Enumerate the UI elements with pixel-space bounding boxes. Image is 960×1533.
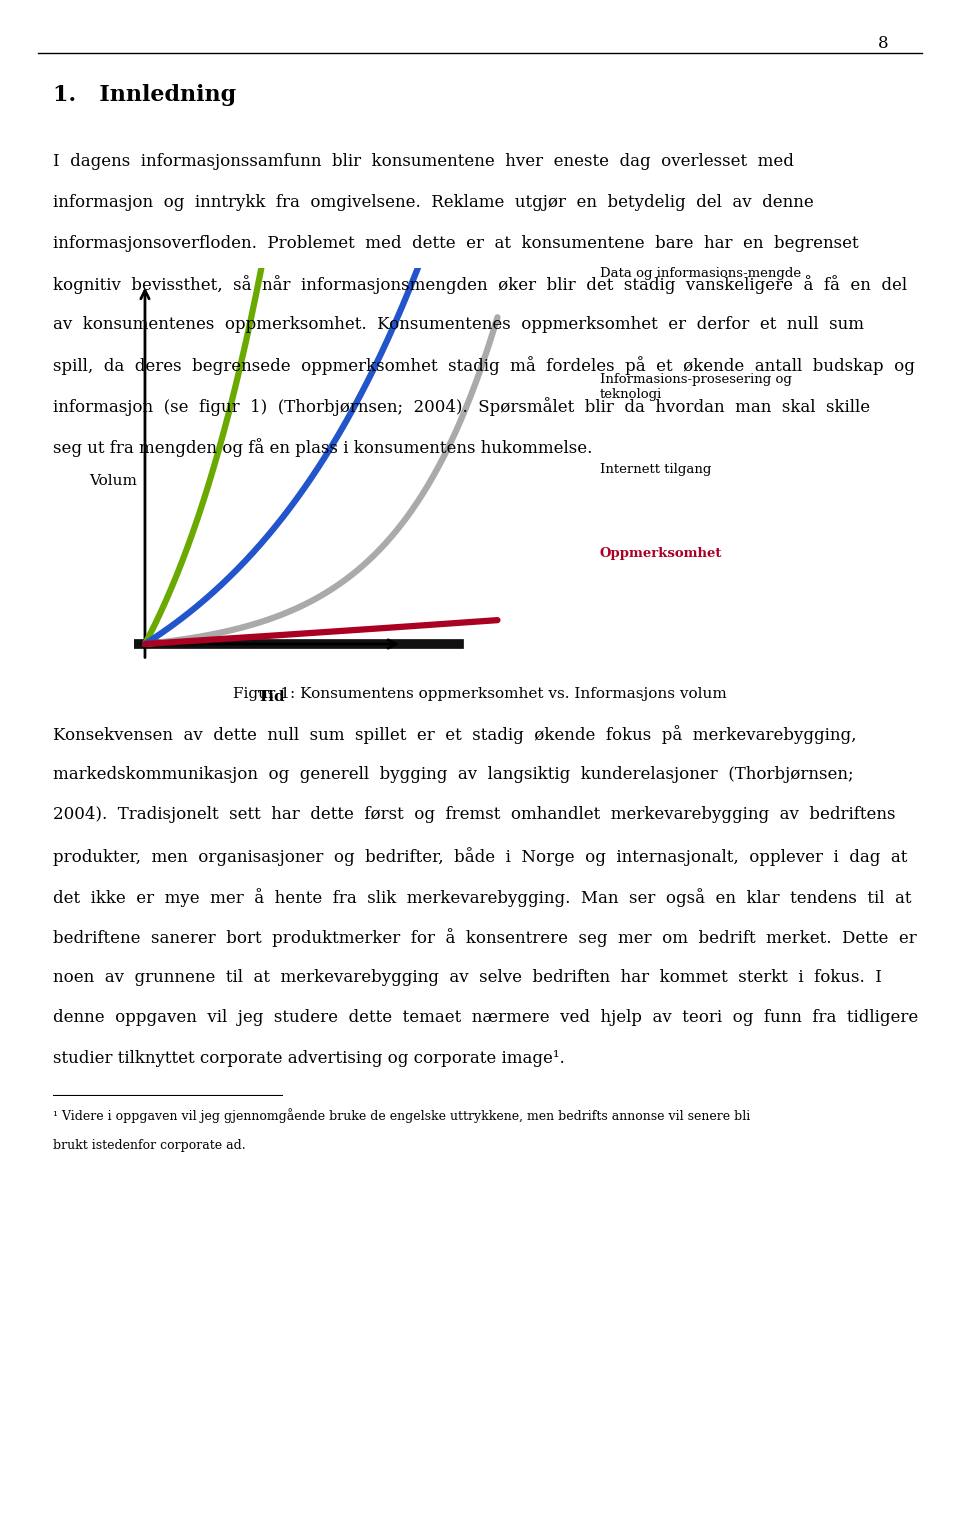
Text: ¹ Videre i oppgaven vil jeg gjennomgående bruke de engelske uttrykkene, men bedr: ¹ Videre i oppgaven vil jeg gjennomgåend… [53,1108,750,1124]
Text: markedskommunikasjon  og  generell  bygging  av  langsiktig  kunderelasjoner  (T: markedskommunikasjon og generell bygging… [53,765,853,783]
Text: I  dagens  informasjonssamfunn  blir  konsumentene  hver  eneste  dag  overlesse: I dagens informasjonssamfunn blir konsum… [53,153,794,170]
Text: informasjonsoverfloden.  Problemet  med  dette  er  at  konsumentene  bare  har : informasjonsoverfloden. Problemet med de… [53,235,858,251]
Text: seg ut fra mengden og få en plass i konsumentens hukommelse.: seg ut fra mengden og få en plass i kons… [53,438,592,457]
Text: Figur 1: Konsumentens oppmerksomhet vs. Informasjons volum: Figur 1: Konsumentens oppmerksomhet vs. … [233,687,727,701]
Text: brukt istedenfor corporate ad.: brukt istedenfor corporate ad. [53,1139,246,1151]
Text: 1.   Innledning: 1. Innledning [53,84,236,106]
Text: spill,  da  deres  begrensede  oppmerksomhet  stadig  må  fordeles  på  et  øken: spill, da deres begrensede oppmerksomhet… [53,356,915,376]
Text: det  ikke  er  mye  mer  å  hente  fra  slik  merkevarebygging.  Man  ser  også : det ikke er mye mer å hente fra slik mer… [53,888,911,906]
Text: Oppmerksomhet: Oppmerksomhet [600,547,722,560]
Text: studier tilknyttet corporate advertising og corporate image¹.: studier tilknyttet corporate advertising… [53,1050,564,1067]
Text: 2004).  Tradisjonelt  sett  har  dette  først  og  fremst  omhandlet  merkevareb: 2004). Tradisjonelt sett har dette først… [53,806,896,823]
Text: informasjon  (se  figur  1)  (Thorbjørnsen;  2004).  Spørsmålet  blir  da  hvord: informasjon (se figur 1) (Thorbjørnsen; … [53,397,870,415]
Text: bedriftene  sanerer  bort  produktmerker  for  å  konsentrere  seg  mer  om  bed: bedriftene sanerer bort produktmerker fo… [53,929,917,947]
Text: kognitiv  bevissthet,  så  når  informasjonsmengden  øker  blir  det  stadig  va: kognitiv bevissthet, så når informasjons… [53,276,907,294]
Text: denne  oppgaven  vil  jeg  studere  dette  temaet  nærmere  ved  hjelp  av  teor: denne oppgaven vil jeg studere dette tem… [53,1010,918,1027]
Text: Tid: Tid [258,690,286,704]
Text: informasjon  og  inntrykk  fra  omgivelsene.  Reklame  utgjør  en  betydelig  de: informasjon og inntrykk fra omgivelsene.… [53,193,813,212]
Text: noen  av  grunnene  til  at  merkevarebygging  av  selve  bedriften  har  kommet: noen av grunnene til at merkevarebygging… [53,969,881,986]
Text: 8: 8 [877,35,889,52]
Text: Konsekvensen  av  dette  null  sum  spillet  er  et  stadig  økende  fokus  på  : Konsekvensen av dette null sum spillet e… [53,725,856,744]
Text: Informasions-prosesering og
teknologi: Informasions-prosesering og teknologi [600,373,792,400]
Text: Data og informasions-mengde: Data og informasions-mengde [600,267,802,279]
Text: av  konsumentenes  oppmerksomhet.  Konsumentenes  oppmerksomhet  er  derfor  et : av konsumentenes oppmerksomhet. Konsumen… [53,316,864,333]
Text: produkter,  men  organisasjoner  og  bedrifter,  både  i  Norge  og  internasjon: produkter, men organisasjoner og bedrift… [53,846,907,866]
Text: Volum: Volum [89,474,137,487]
Text: Internett tilgang: Internett tilgang [600,463,711,475]
